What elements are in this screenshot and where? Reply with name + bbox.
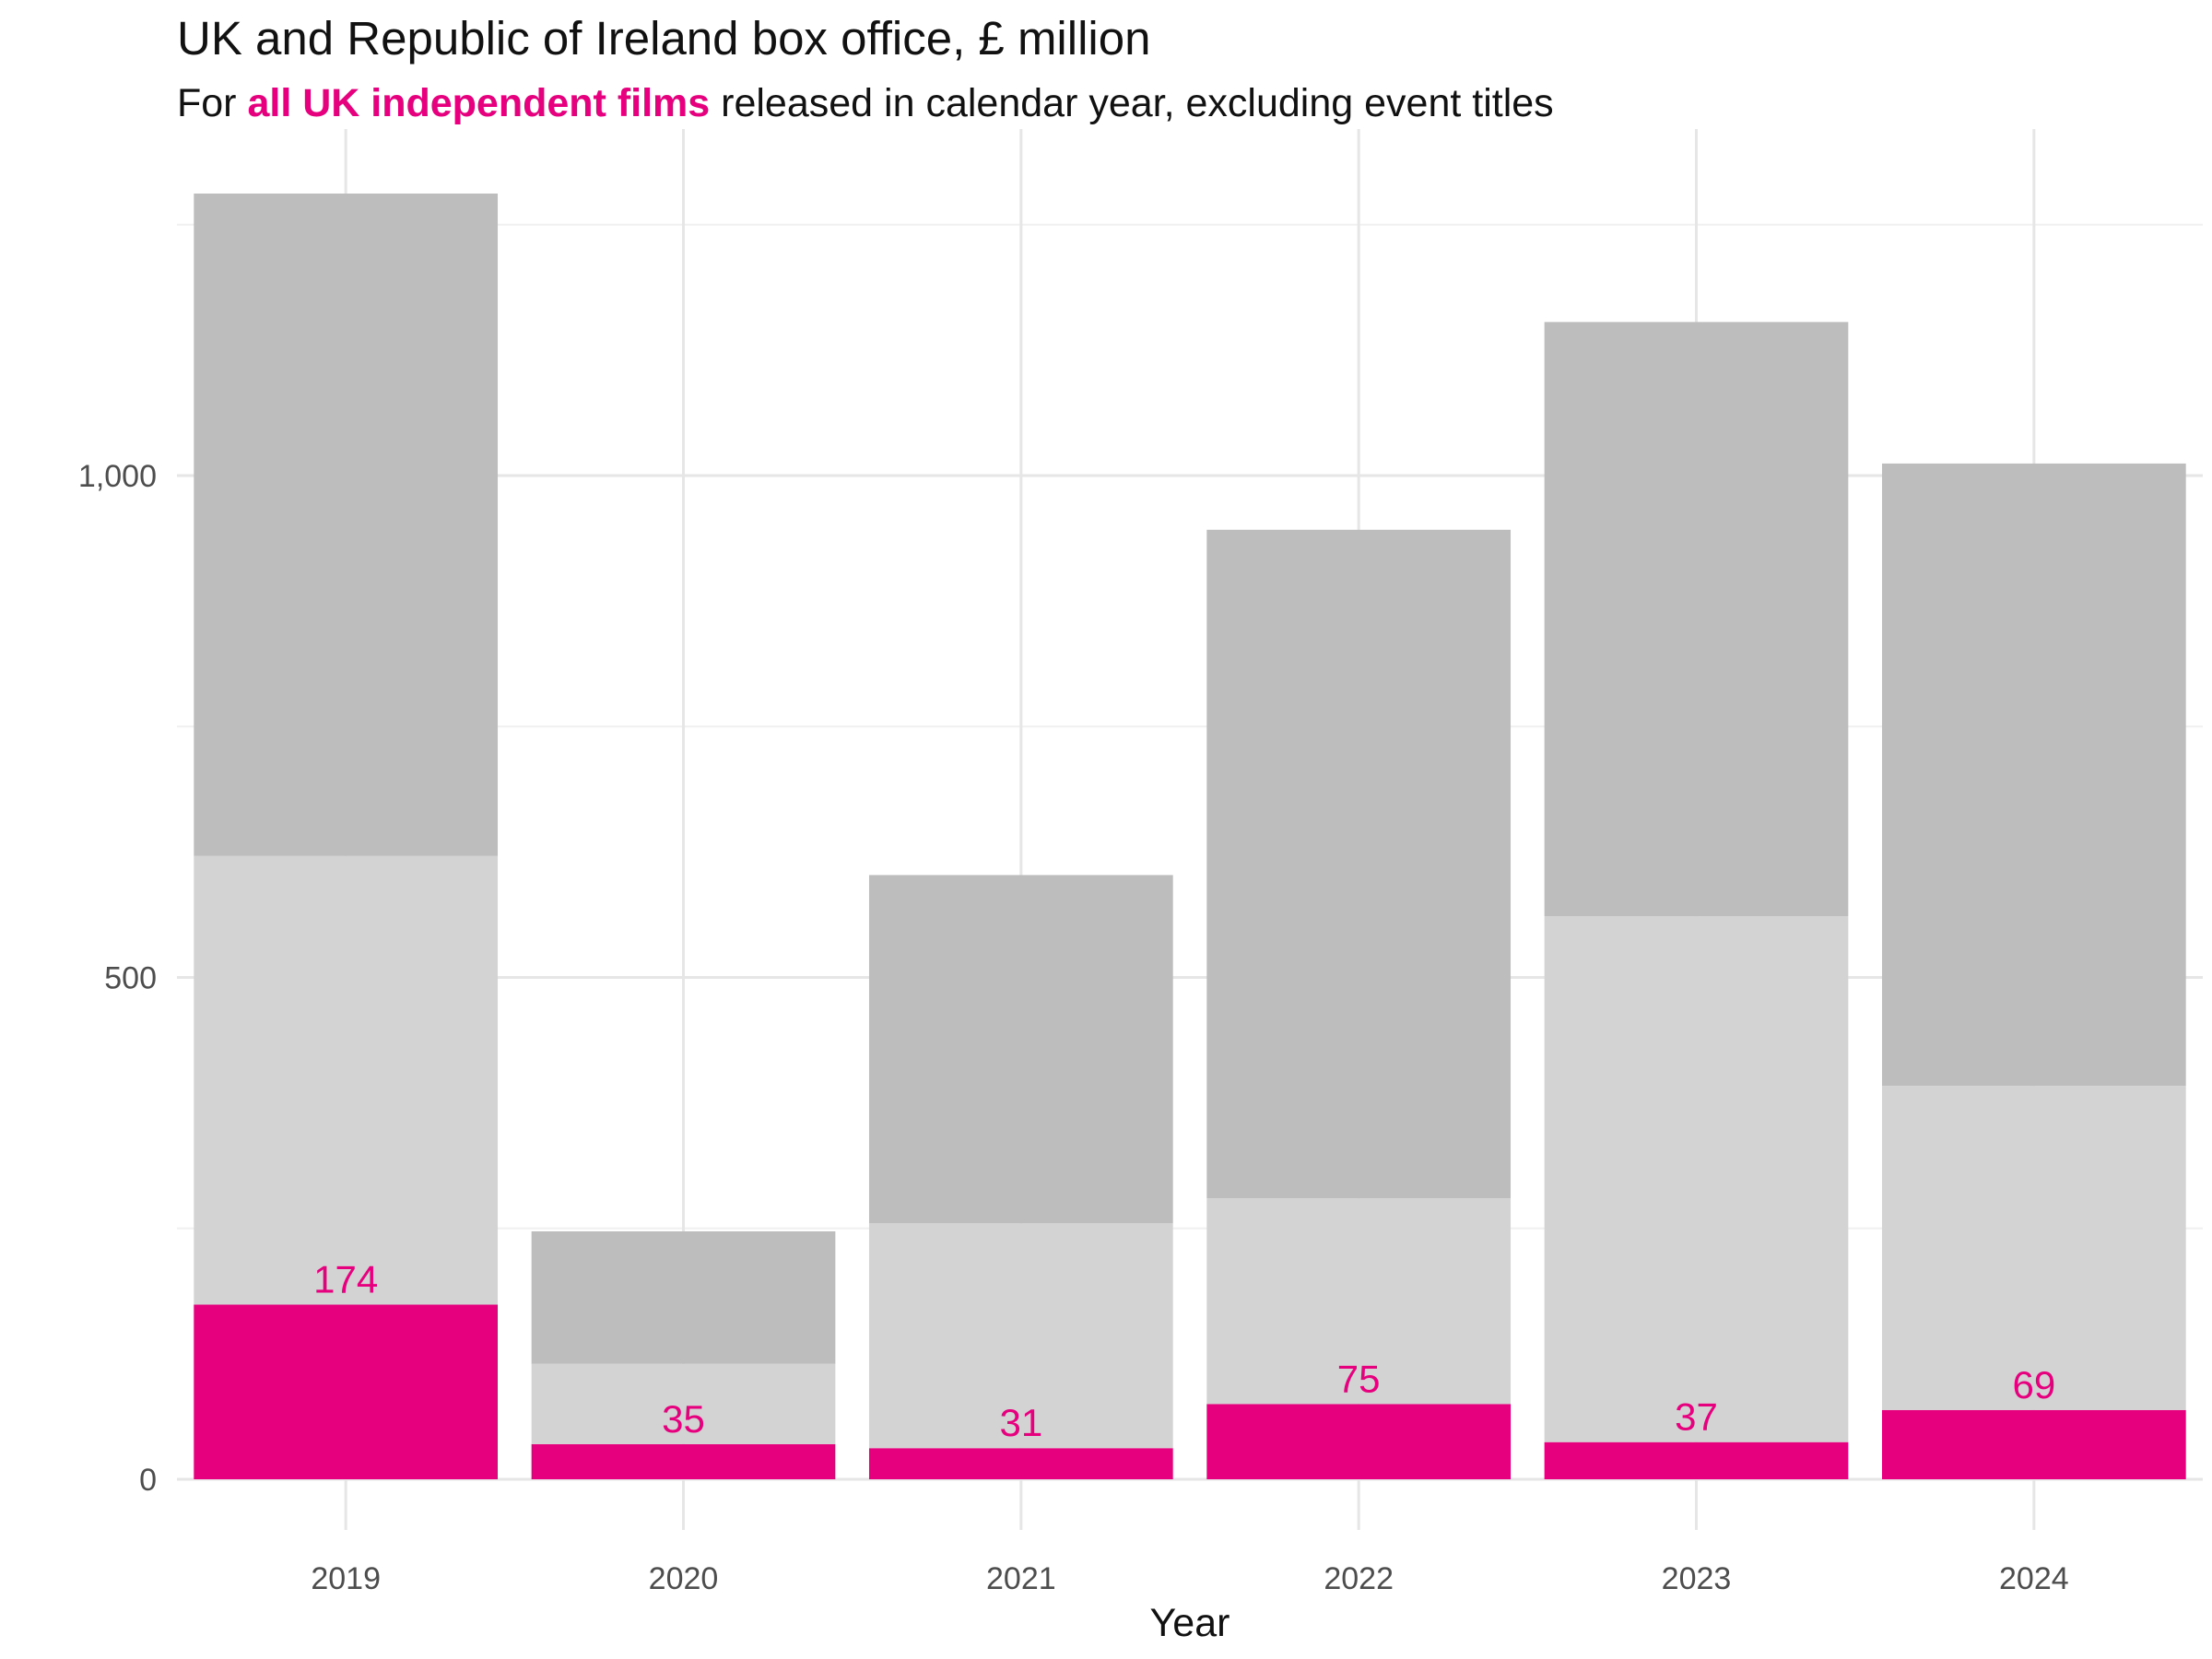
bar-2021-segment-2 — [868, 1223, 1173, 1449]
bar-2024-segment-2 — [1881, 1086, 2186, 1410]
y-tick-label: 500 — [104, 961, 157, 996]
bar-2023-segment-2 — [1544, 916, 1849, 1442]
data-label-2021: 31 — [999, 1401, 1042, 1444]
data-label-2024: 69 — [2012, 1363, 2055, 1406]
bar-2024-segment-3 — [1881, 463, 2186, 1087]
x-tick-label: 2021 — [986, 1561, 1056, 1596]
bar-2020-segment-1 — [531, 1443, 836, 1479]
bar-2019-segment-1 — [194, 1304, 499, 1479]
subtitle-highlight: all UK independent films — [247, 81, 711, 125]
y-tick-label: 1,000 — [78, 459, 157, 494]
y-axis: 0 500 1,000 — [78, 459, 157, 1498]
bar-2023-segment-1 — [1544, 1441, 1849, 1479]
y-tick-label: 0 — [139, 1463, 157, 1498]
x-axis: 2019 2020 2021 2022 2023 2024 — [311, 1561, 2068, 1596]
bar-2022-segment-1 — [1206, 1404, 1512, 1479]
subtitle-suffix: released in calendar year, excluding eve… — [710, 81, 1554, 125]
bar-2020-segment-2 — [531, 1363, 836, 1444]
x-tick-label: 2023 — [1662, 1561, 1732, 1596]
data-label-2019: 174 — [313, 1258, 378, 1301]
bar-2023-segment-3 — [1544, 322, 1849, 917]
data-label-2020: 35 — [662, 1397, 705, 1441]
data-label-2022: 75 — [1337, 1357, 1381, 1400]
chart-title: UK and Republic of Ireland box office, £… — [177, 12, 1151, 65]
bar-2022-segment-3 — [1206, 529, 1512, 1199]
bar-2021-segment-3 — [868, 875, 1173, 1224]
bar-2019-segment-2 — [194, 855, 499, 1305]
data-label-2023: 37 — [1675, 1395, 1718, 1439]
data-labels: 174 35 31 75 37 69 — [313, 1258, 2055, 1445]
bar-2024-segment-1 — [1881, 1409, 2186, 1479]
x-tick-label: 2022 — [1324, 1561, 1394, 1596]
bar-2019-segment-3 — [194, 193, 499, 856]
bars — [194, 193, 2186, 1479]
x-tick-label: 2019 — [311, 1561, 381, 1596]
x-tick-label: 2020 — [649, 1561, 719, 1596]
chart-subtitle: For all UK independent films released in… — [177, 81, 1554, 126]
bar-2022-segment-2 — [1206, 1198, 1512, 1405]
subtitle-prefix: For — [177, 81, 248, 125]
x-tick-label: 2024 — [1999, 1561, 2069, 1596]
bar-2020-segment-3 — [531, 1231, 836, 1364]
bar-2021-segment-1 — [868, 1448, 1173, 1479]
x-axis-label: Year — [1150, 1601, 1230, 1645]
